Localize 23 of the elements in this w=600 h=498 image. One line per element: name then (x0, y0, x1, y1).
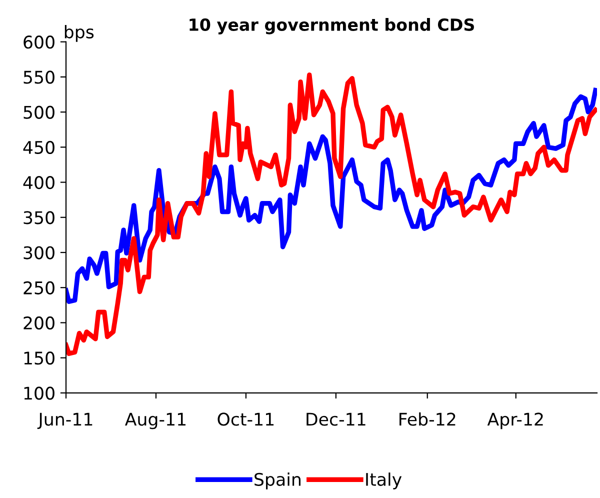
y-tick-label: 150 (24, 352, 54, 365)
y-tick-label: 350 (24, 211, 54, 224)
x-tick-label: Feb-12 (400, 412, 456, 426)
line-series (66, 72, 597, 356)
y-tick-label: 100 (24, 386, 54, 400)
x-tick-label: Jun-11 (37, 412, 92, 430)
x-tick-label: Oct-11 (218, 412, 274, 426)
x-tick-label: Aug-11 (124, 412, 186, 430)
y-axis-title: bps (64, 25, 94, 42)
x-tick-label: Apr-12 (487, 412, 543, 430)
legend-label: Italy (366, 472, 402, 490)
y-tick-label: 400 (23, 176, 54, 190)
y-tick-label: 550 (24, 70, 54, 84)
y-tick-label: 450 (23, 140, 54, 154)
y-tick-label: 500 (24, 106, 54, 119)
y-tick-label: 300 (24, 246, 54, 260)
legend-label: Spain (254, 472, 300, 490)
x-tick-label: Dec-11 (306, 412, 366, 426)
chart-title: 10 year government bond CDS (190, 18, 474, 34)
y-tick-label: 250 (24, 281, 54, 294)
y-tick-label: 600 (24, 36, 54, 49)
y-tick-label: 200 (24, 316, 54, 330)
line-series (66, 88, 597, 304)
